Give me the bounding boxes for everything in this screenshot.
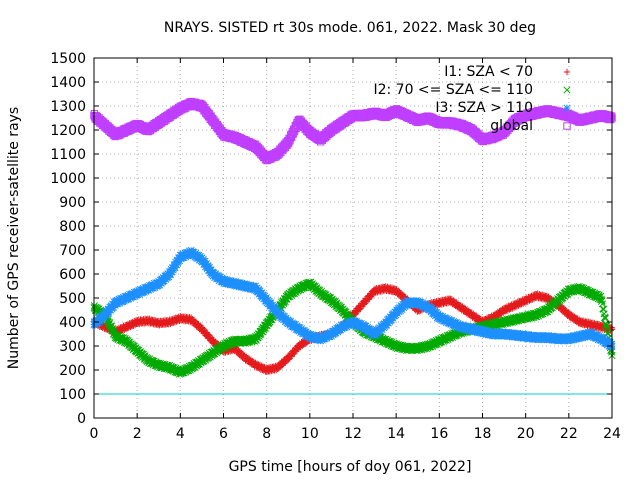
series-3 xyxy=(90,97,616,165)
data-marks xyxy=(90,97,616,378)
